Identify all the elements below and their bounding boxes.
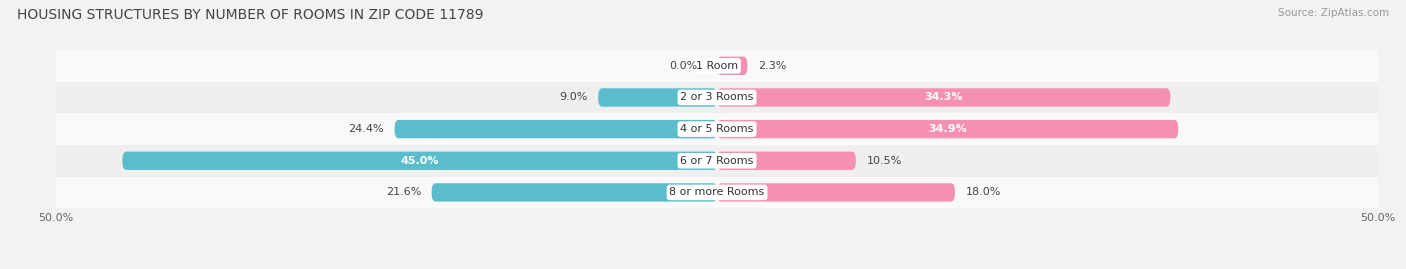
FancyBboxPatch shape — [717, 183, 955, 201]
Text: 21.6%: 21.6% — [385, 187, 420, 197]
FancyBboxPatch shape — [717, 88, 1170, 107]
Text: 24.4%: 24.4% — [349, 124, 384, 134]
Text: 18.0%: 18.0% — [966, 187, 1001, 197]
Bar — [56, 176, 1378, 208]
Text: 6 or 7 Rooms: 6 or 7 Rooms — [681, 156, 754, 166]
FancyBboxPatch shape — [432, 183, 717, 201]
Text: 45.0%: 45.0% — [401, 156, 439, 166]
FancyBboxPatch shape — [122, 152, 717, 170]
Bar — [56, 113, 1378, 145]
Text: 9.0%: 9.0% — [560, 93, 588, 102]
FancyBboxPatch shape — [717, 152, 856, 170]
Text: 0.0%: 0.0% — [669, 61, 697, 71]
Text: 10.5%: 10.5% — [866, 156, 901, 166]
Bar — [56, 82, 1378, 113]
Text: 34.3%: 34.3% — [925, 93, 963, 102]
Text: 2 or 3 Rooms: 2 or 3 Rooms — [681, 93, 754, 102]
Text: 2.3%: 2.3% — [758, 61, 786, 71]
FancyBboxPatch shape — [395, 120, 717, 138]
FancyBboxPatch shape — [598, 88, 717, 107]
Text: HOUSING STRUCTURES BY NUMBER OF ROOMS IN ZIP CODE 11789: HOUSING STRUCTURES BY NUMBER OF ROOMS IN… — [17, 8, 484, 22]
FancyBboxPatch shape — [717, 57, 748, 75]
Text: 34.9%: 34.9% — [928, 124, 967, 134]
Bar — [56, 50, 1378, 82]
Text: 8 or more Rooms: 8 or more Rooms — [669, 187, 765, 197]
FancyBboxPatch shape — [717, 120, 1178, 138]
Text: 4 or 5 Rooms: 4 or 5 Rooms — [681, 124, 754, 134]
Text: Source: ZipAtlas.com: Source: ZipAtlas.com — [1278, 8, 1389, 18]
Bar — [56, 145, 1378, 176]
Text: 1 Room: 1 Room — [696, 61, 738, 71]
